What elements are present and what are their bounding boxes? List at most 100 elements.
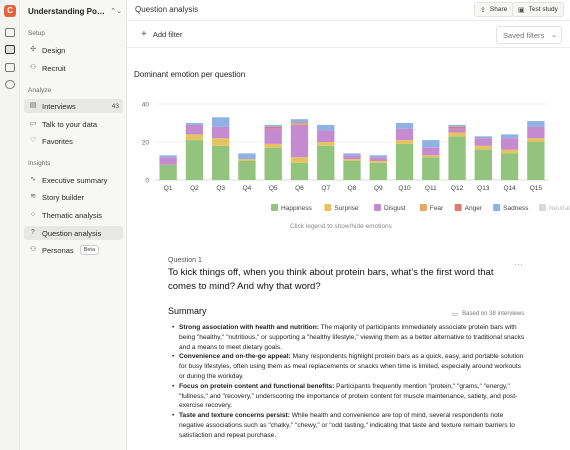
legend-label[interactable]: Anger: [465, 205, 483, 212]
more-options-icon[interactable]: ...: [514, 258, 524, 267]
legend-item[interactable]: Fear: [419, 204, 444, 212]
bar-segment: [500, 153, 519, 180]
sidebar: Understanding Power ... ⌃⌄ Setup ✣ Desig…: [20, 0, 127, 450]
sidebar-item-thematic-analysis[interactable]: ○ Thematic analysis: [24, 208, 123, 222]
bar-segment: [264, 126, 282, 129]
question-text: To kick things off, when you think about…: [168, 267, 494, 292]
bar-segment: [317, 142, 335, 146]
filter-bar: + Add filter Saved filters ⌄: [127, 20, 570, 48]
bar-segment: [290, 119, 309, 123]
bar-segment: [343, 153, 361, 156]
design-icon: ✣: [30, 46, 36, 53]
chat-icon: ▭: [29, 120, 37, 127]
bar-segment: [211, 145, 230, 180]
sidebar-item-label: Story builder: [42, 192, 85, 202]
bar-segment: [448, 128, 466, 133]
layers-icon: ≋: [30, 193, 36, 200]
sidebar-item-label: Favorites: [42, 136, 73, 146]
x-tick-label: Q5: [269, 185, 278, 192]
projects-icon[interactable]: [5, 45, 15, 54]
home-icon[interactable]: [5, 28, 15, 37]
x-tick-label: Q3: [216, 185, 225, 192]
bar-segment: [317, 124, 335, 131]
legend-label[interactable]: Sadness: [503, 205, 529, 212]
sidebar-item-favorites[interactable]: ♡ Favorites: [24, 134, 123, 148]
bullet-head: Convenience and on-the-go appeal:: [179, 353, 291, 361]
legend-item[interactable]: Disgust: [373, 204, 406, 212]
bar-segment: [238, 159, 256, 161]
interviews-icon: ▤: [29, 102, 37, 109]
legend-swatch[interactable]: [539, 204, 547, 211]
sidebar-item-executive-summary[interactable]: ∿ Executive summary: [24, 173, 123, 187]
saved-filters-dropdown[interactable]: Saved filters ⌄: [496, 26, 562, 44]
legend-item[interactable]: Sadness: [493, 204, 529, 212]
share-button[interactable]: ⇪ Share: [474, 2, 514, 17]
app-logo[interactable]: C: [4, 5, 16, 17]
legend-item[interactable]: Surprise: [324, 204, 359, 212]
bar-segment: [527, 126, 545, 139]
legend-swatch[interactable]: [419, 204, 427, 211]
sidebar-item-personas[interactable]: ⚇ Personas Beta: [24, 243, 123, 257]
list-item: Convenience and on-the-go appeal: Many r…: [172, 352, 528, 381]
chart-title: Dominant emotion per question: [134, 70, 246, 79]
test-study-button[interactable]: ▣ Test study: [512, 2, 564, 17]
bar-segment: [448, 132, 466, 137]
summary-title: Summary: [168, 306, 207, 316]
share-label: Share: [489, 6, 508, 13]
people-icon: ⚇: [29, 64, 37, 71]
based-on-text: Based on 38 interviews: [462, 311, 525, 317]
bar-segment: [290, 157, 309, 163]
sidebar-item-label: Design: [42, 45, 66, 55]
bar-segment: [238, 161, 256, 180]
sidebar-item-story-builder[interactable]: ≋ Story builder: [24, 190, 123, 204]
section-insights: Insights: [28, 160, 51, 167]
legend-item[interactable]: Happiness: [271, 204, 313, 212]
bullet-head: Focus on protein content and functional …: [179, 382, 335, 390]
legend-swatch[interactable]: [373, 204, 381, 211]
bar-segment: [474, 145, 493, 150]
sidebar-item-question-analysis[interactable]: ? Question analysis: [24, 226, 123, 240]
legend-label[interactable]: Happiness: [281, 205, 312, 212]
icon-rail: C: [0, 0, 20, 450]
sidebar-item-talk-to-data[interactable]: ▭ Talk to your data: [24, 117, 123, 131]
settings-icon[interactable]: [5, 80, 15, 89]
bar-segment: [185, 134, 204, 141]
legend-item[interactable]: Anger: [454, 204, 483, 212]
list-item: Focus on protein content and functional …: [172, 382, 528, 411]
bar-segment: [238, 153, 256, 160]
legend-swatch[interactable]: [324, 204, 332, 211]
bar-segment: [500, 134, 519, 139]
legend-label[interactable]: Surprise: [334, 205, 359, 212]
project-selector[interactable]: Understanding Power ... ⌃⌄: [28, 5, 122, 17]
add-filter-label: Add filter: [152, 30, 183, 39]
legend-swatch[interactable]: [493, 204, 501, 211]
y-tick-label: 20: [142, 140, 150, 147]
legend-item[interactable]: Neutral: [539, 204, 570, 212]
sidebar-item-interviews[interactable]: ▤ Interviews 43: [24, 99, 123, 113]
legend-swatch[interactable]: [454, 204, 462, 211]
sidebar-item-label: Personas: [42, 245, 74, 255]
question-icon: ?: [31, 229, 35, 236]
x-tick-label: Q6: [295, 185, 304, 192]
bar-segment: [395, 123, 414, 129]
bullet-body: The majority of participants immediately…: [179, 324, 525, 351]
bullet-head: Strong association with health and nutri…: [179, 324, 319, 331]
legend-label[interactable]: Neutral: [549, 205, 570, 212]
based-on-note: ▭ Based on 38 interviews: [452, 310, 524, 318]
x-tick-label: Q10: [398, 185, 411, 192]
chevron-updown-icon: ⌃⌄: [110, 8, 122, 15]
sidebar-item-design[interactable]: ✣ Design: [24, 43, 123, 57]
x-tick-label: Q2: [190, 185, 199, 192]
legend-label[interactable]: Disgust: [384, 205, 406, 212]
bar-segment: [527, 138, 545, 142]
sidebar-item-recruit[interactable]: ⚇ Recruit: [24, 61, 123, 75]
add-filter-button[interactable]: + Add filter: [141, 29, 182, 40]
bar-segment: [211, 126, 230, 139]
legend-label[interactable]: Fear: [430, 205, 444, 212]
media-icon[interactable]: [5, 63, 15, 72]
bar-segment: [159, 164, 177, 180]
legend-swatch[interactable]: [271, 204, 279, 211]
trend-icon: ∿: [30, 176, 36, 183]
section-analyze: Analyze: [28, 87, 52, 94]
sidebar-item-label: Question analysis: [42, 228, 102, 238]
